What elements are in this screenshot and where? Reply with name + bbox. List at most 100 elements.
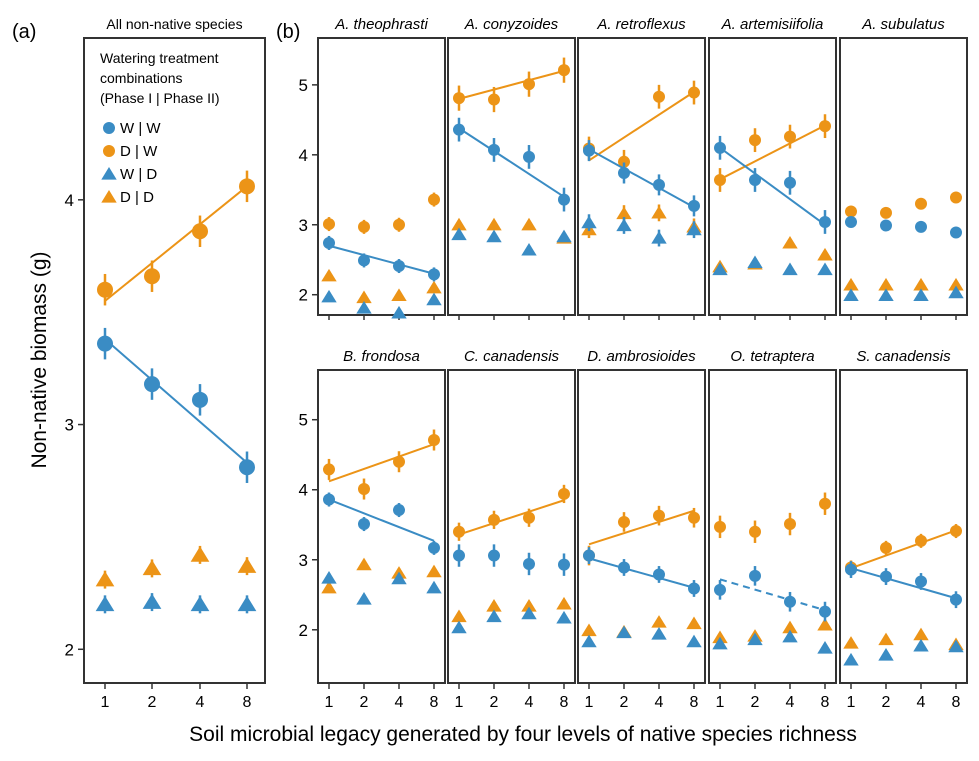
point-ww (583, 144, 595, 157)
point-dw (428, 434, 440, 447)
panel-a: All non-native species 1 2 4 8 2 3 4 (65, 16, 266, 711)
x-tick-label: 2 (148, 694, 157, 711)
series-dd (321, 268, 442, 304)
point-dd (321, 580, 337, 594)
point-ww (144, 376, 160, 393)
fit-line (104, 338, 248, 464)
point-wd (913, 638, 929, 652)
fit-line (719, 124, 826, 181)
fit-line (588, 91, 695, 162)
panel-frame (317, 37, 446, 316)
point-dw (688, 86, 700, 99)
point-ww (358, 518, 370, 531)
point-ww (784, 176, 796, 189)
point-wd (581, 634, 597, 648)
y-tick-label: 4 (299, 481, 308, 500)
point-ww (845, 563, 857, 576)
series-dd (451, 596, 572, 623)
point-dd (817, 247, 833, 261)
point-ww (488, 549, 500, 562)
series-wd (712, 629, 833, 654)
point-dw (523, 511, 535, 524)
point-dd (913, 277, 929, 291)
point-dd (651, 615, 667, 628)
x-tick-label: 8 (243, 694, 252, 711)
series-wd (451, 227, 572, 256)
panel-frame (708, 369, 837, 684)
series-ww (583, 547, 700, 597)
point-dw (453, 525, 465, 538)
fit-line (104, 185, 248, 302)
point-ww (323, 236, 335, 249)
fit-line (719, 578, 826, 612)
series-dd (712, 617, 833, 644)
point-dd (190, 546, 210, 562)
point-ww (618, 167, 630, 180)
point-ww (618, 561, 630, 574)
point-ww (819, 605, 831, 618)
point-dw (950, 525, 962, 538)
x-tick-label: 4 (525, 694, 534, 711)
panel-b-8: D. ambrosioides 1 2 4 8 (577, 348, 706, 711)
y-tick-label: 3 (299, 216, 308, 235)
panel-b-9: O. tetraptera 1 2 4 8 (708, 348, 837, 711)
y-tick-label: 2 (299, 286, 308, 305)
x-tick-label: 2 (360, 694, 369, 711)
panel-title: O. tetraptera (730, 348, 814, 365)
panel-b-1: A. theophrasti 2 3 4 5 (299, 16, 446, 320)
series-wd (451, 606, 572, 634)
series-dd (581, 204, 702, 239)
point-wd (651, 626, 667, 640)
point-wd (686, 222, 702, 236)
point-wd (521, 242, 537, 256)
point-wd (712, 636, 728, 650)
point-dd (451, 609, 467, 623)
point-ww (239, 459, 255, 476)
legend-label-dd: D | D (120, 189, 154, 206)
point-dd (843, 277, 859, 291)
series-wd (321, 570, 442, 605)
series-wd (843, 638, 964, 666)
x-tick-label: 1 (101, 694, 110, 711)
point-wd (142, 593, 162, 609)
point-dw (453, 92, 465, 105)
legend-title-line-2: combinations (100, 70, 183, 86)
legend-title-line-1: Watering treatment (100, 50, 219, 66)
series-wd (95, 593, 257, 614)
point-wd (843, 288, 859, 302)
point-dd (237, 557, 257, 573)
y-tick-label: 3 (299, 551, 308, 570)
series-wd (843, 285, 964, 302)
point-dw (688, 511, 700, 524)
series-dd (843, 627, 964, 651)
point-ww (428, 541, 440, 554)
point-dd (451, 217, 467, 231)
point-ww (915, 220, 927, 233)
point-dw (103, 145, 115, 157)
series-dw (714, 492, 831, 543)
point-ww (97, 335, 113, 352)
point-dd (817, 617, 833, 631)
point-wd (712, 262, 728, 276)
point-ww (653, 178, 665, 191)
x-tick-label: 4 (395, 694, 404, 711)
point-dw (239, 178, 255, 195)
x-axis-label: Soil microbial legacy generated by four … (189, 723, 857, 746)
point-wd (616, 625, 632, 639)
panel-frame (577, 369, 706, 684)
series-wd (712, 255, 833, 276)
point-dd (356, 557, 372, 571)
series-wd (581, 625, 702, 648)
point-wd (451, 227, 467, 241)
point-dd (616, 206, 632, 220)
y-tick-label: 2 (65, 640, 74, 659)
point-dw (653, 509, 665, 522)
point-dd (426, 564, 442, 578)
series-dd (321, 557, 442, 594)
panel-frame (447, 369, 576, 684)
point-wd (321, 289, 337, 303)
point-wd (747, 255, 763, 269)
point-dw (819, 497, 831, 510)
point-dw (358, 483, 370, 496)
